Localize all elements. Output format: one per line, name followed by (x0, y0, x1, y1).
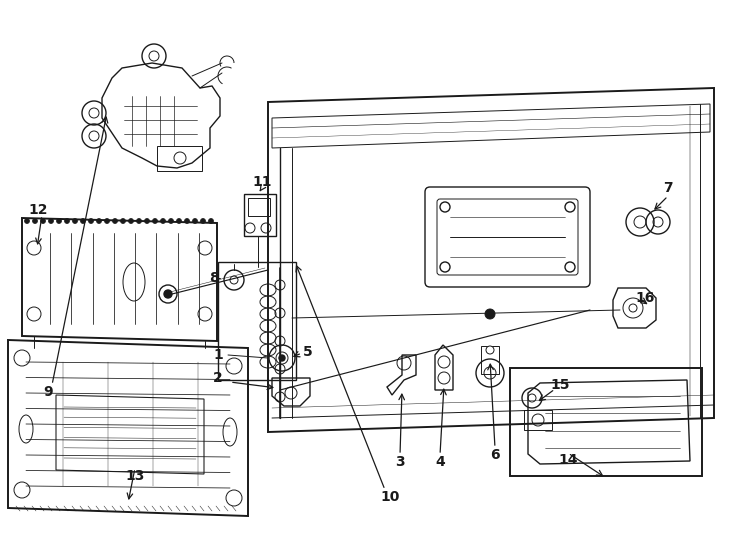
Circle shape (153, 219, 158, 224)
Text: 12: 12 (28, 203, 48, 217)
Bar (244, 194, 276, 236)
Text: 11: 11 (252, 175, 272, 189)
Circle shape (276, 352, 288, 364)
Circle shape (161, 219, 165, 224)
Circle shape (96, 219, 101, 224)
Circle shape (230, 276, 238, 284)
Text: 4: 4 (435, 455, 445, 469)
Circle shape (200, 219, 206, 224)
Circle shape (565, 262, 575, 272)
Circle shape (65, 219, 70, 224)
Circle shape (104, 219, 109, 224)
Text: 13: 13 (126, 469, 145, 483)
Circle shape (164, 290, 172, 298)
Circle shape (40, 219, 46, 224)
Circle shape (565, 202, 575, 212)
Bar (524, 410, 552, 430)
Text: 3: 3 (395, 455, 405, 469)
Circle shape (279, 355, 285, 361)
Circle shape (486, 346, 494, 354)
Bar (218, 262, 296, 380)
Circle shape (169, 219, 173, 224)
Circle shape (192, 219, 197, 224)
Bar (248, 198, 270, 216)
Text: 5: 5 (303, 345, 313, 359)
Bar (481, 346, 499, 374)
Text: 10: 10 (380, 490, 400, 504)
Circle shape (485, 309, 495, 319)
Text: 9: 9 (43, 385, 53, 399)
Text: 8: 8 (209, 271, 219, 285)
Text: 1: 1 (213, 348, 223, 362)
Text: 15: 15 (550, 378, 570, 392)
Text: 6: 6 (490, 448, 500, 462)
Circle shape (81, 219, 85, 224)
Text: 16: 16 (636, 291, 655, 305)
Bar (157, 146, 202, 171)
Circle shape (89, 219, 93, 224)
Circle shape (120, 219, 126, 224)
Text: 14: 14 (559, 453, 578, 467)
Circle shape (24, 219, 29, 224)
Circle shape (145, 219, 150, 224)
Circle shape (73, 219, 78, 224)
Circle shape (208, 219, 214, 224)
Circle shape (112, 219, 117, 224)
Circle shape (176, 219, 181, 224)
Circle shape (128, 219, 134, 224)
Circle shape (440, 262, 450, 272)
Bar (510, 368, 702, 476)
Text: 2: 2 (213, 371, 223, 385)
Circle shape (48, 219, 54, 224)
Circle shape (137, 219, 142, 224)
Text: 7: 7 (664, 181, 673, 195)
Circle shape (57, 219, 62, 224)
Circle shape (440, 202, 450, 212)
Circle shape (32, 219, 37, 224)
Circle shape (184, 219, 189, 224)
